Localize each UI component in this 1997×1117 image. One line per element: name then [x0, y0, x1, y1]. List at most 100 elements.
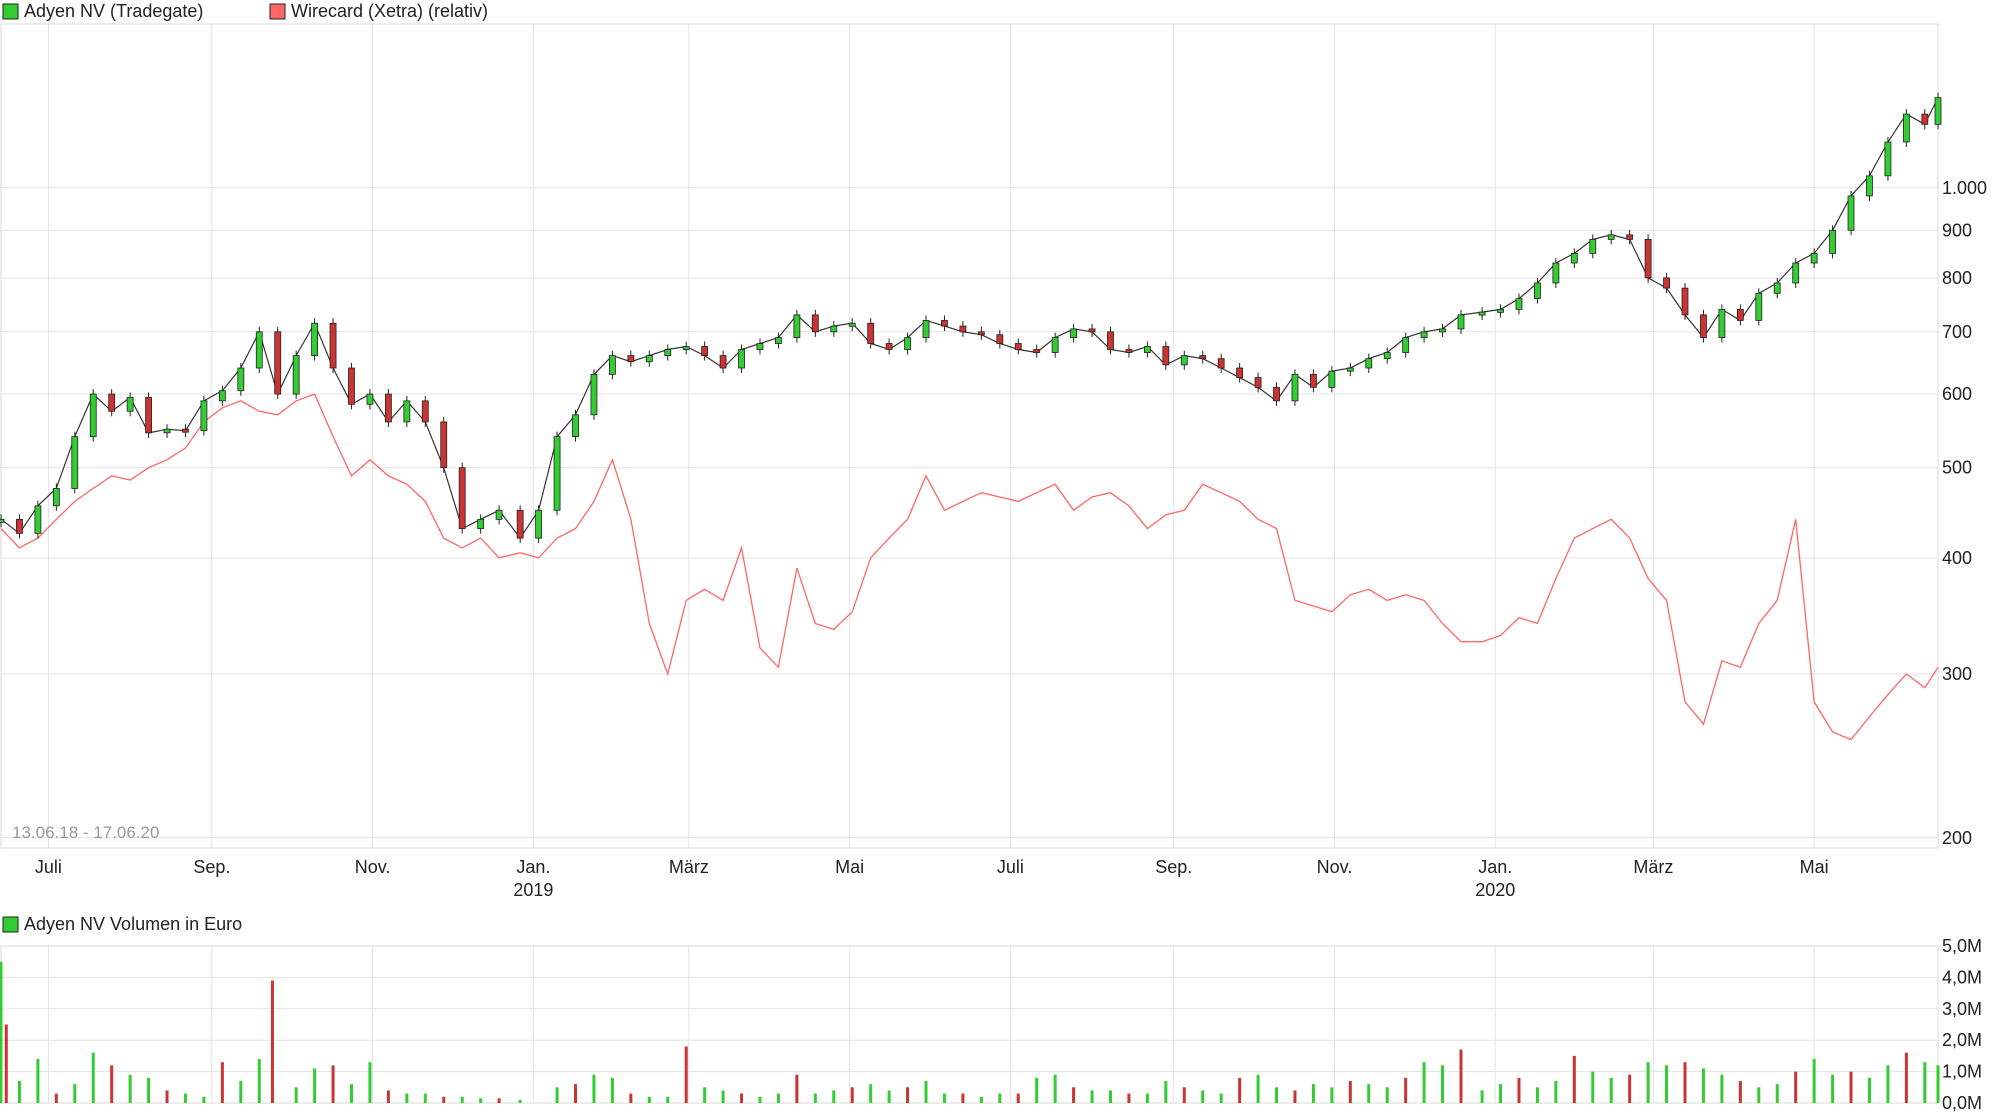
adyen-candle	[756, 343, 764, 350]
adyen-candle	[590, 373, 598, 416]
adyen-candle	[1162, 346, 1170, 366]
adyen-candle	[311, 322, 319, 356]
adyen-candle	[1143, 346, 1151, 353]
price-x-axis: Juli Sep. Nov. Jan. 2019 März Mai Juli Sep. Nov. J…	[35, 857, 1829, 900]
adyen-candle	[1254, 377, 1262, 388]
adyen-candle	[977, 331, 985, 336]
price-x-year-label: 2020	[1475, 880, 1515, 900]
volume-bar	[350, 1084, 354, 1103]
volume-bar	[906, 1087, 910, 1103]
volume-bar	[1238, 1077, 1242, 1103]
legend-wirecard[interactable]: Wirecard (Xetra) (relativ)	[269, 1, 488, 21]
volume-y-tick-label: 1,0M	[1942, 1062, 1982, 1082]
volume-bar	[405, 1093, 409, 1103]
volume-bar	[1683, 1062, 1687, 1103]
adyen-candle	[274, 331, 282, 395]
volume-bar	[1886, 1065, 1890, 1103]
adyen-candle	[1681, 287, 1689, 316]
adyen-candle	[1014, 343, 1022, 350]
volume-bar	[1480, 1090, 1484, 1103]
price-grid	[1, 24, 1938, 848]
volume-bar	[91, 1052, 95, 1103]
price-y-tick-label: 800	[1942, 268, 1972, 288]
adyen-candle	[237, 367, 245, 392]
adyen-candle	[1346, 367, 1354, 372]
adyen-candle	[145, 397, 152, 434]
price-x-tick-label: Sep.	[193, 857, 230, 877]
adyen-candle	[1718, 308, 1726, 339]
adyen-candle	[1810, 252, 1818, 264]
volume-bar	[239, 1081, 243, 1103]
volume-bar	[1127, 1093, 1131, 1103]
adyen-candle	[941, 320, 948, 327]
adyen-candle	[440, 421, 448, 469]
adyen-candle	[701, 346, 709, 356]
volume-bar	[1757, 1087, 1761, 1103]
adyen-candle	[218, 390, 226, 402]
volume-bar	[1572, 1055, 1576, 1103]
adyen-candle	[1589, 238, 1597, 254]
legend-label-adyen: Adyen NV (Tradegate)	[24, 1, 203, 21]
volume-bar	[887, 1090, 891, 1103]
price-x-tick-label: Jan.	[516, 857, 550, 877]
price-y-tick-label: 600	[1942, 384, 1972, 404]
adyen-candle	[200, 400, 208, 432]
volume-bar	[1628, 1074, 1632, 1103]
volume-y-tick-label: 5,0M	[1942, 936, 1982, 956]
volume-bar	[1609, 1077, 1613, 1103]
adyen-candle	[609, 355, 616, 375]
volume-bar	[1201, 1090, 1205, 1103]
adyen-candle	[1497, 308, 1504, 313]
adyen-candle	[182, 428, 189, 433]
legend-swatch-adyen	[2, 3, 19, 20]
volume-bar	[442, 1096, 446, 1103]
adyen-candle	[1051, 337, 1059, 353]
volume-bar	[1849, 1071, 1853, 1103]
volume-bar	[518, 1099, 522, 1103]
legend-swatch-wirecard	[269, 3, 286, 20]
volume-bar	[869, 1084, 873, 1103]
volume-y-axis: 0,0M 1,0M 2,0M 3,0M 4,0M 5,0M	[1942, 936, 1982, 1113]
volume-bar	[1936, 1065, 1940, 1103]
volume-bar	[1090, 1090, 1094, 1103]
volume-bar	[1867, 1077, 1871, 1103]
volume-bar	[423, 1093, 427, 1103]
volume-grid	[1, 945, 1938, 1104]
volume-bar	[1812, 1059, 1816, 1103]
volume-bar	[942, 1093, 946, 1103]
volume-bar	[1053, 1074, 1057, 1103]
adyen-candle	[1125, 349, 1133, 353]
adyen-candle	[0, 518, 5, 523]
legend-label-volume: Adyen NV Volumen in Euro	[24, 914, 242, 934]
adyen-candle	[682, 346, 690, 350]
volume-bar	[1720, 1074, 1724, 1103]
volume-bar	[1035, 1077, 1039, 1103]
adyen-candle	[1700, 314, 1707, 339]
adyen-candle	[1829, 229, 1836, 254]
volume-bar	[721, 1090, 725, 1103]
volume-bar	[1385, 1087, 1389, 1103]
volume-bar	[1072, 1087, 1076, 1103]
adyen-candle	[867, 322, 875, 344]
volume-bar	[1535, 1087, 1539, 1103]
legend-volume[interactable]: Adyen NV Volumen in Euro	[2, 914, 242, 934]
volume-bar	[1459, 1049, 1463, 1103]
price-x-tick-label: Mai	[835, 857, 864, 877]
adyen-candle	[1291, 373, 1299, 402]
price-x-tick-label: Juli	[997, 857, 1024, 877]
adyen-candle	[1755, 292, 1763, 321]
volume-y-tick-label: 3,0M	[1942, 999, 1982, 1019]
volume-bar	[813, 1093, 817, 1103]
adyen-candle	[535, 509, 543, 539]
legend-adyen[interactable]: Adyen NV (Tradegate)	[2, 1, 203, 21]
volume-y-tick-label: 4,0M	[1942, 967, 1982, 987]
volume-bar	[979, 1096, 983, 1103]
adyen-candle	[1070, 328, 1077, 339]
volume-bar	[666, 1096, 670, 1103]
volume-bar	[610, 1077, 614, 1103]
adyen-candle	[126, 397, 134, 412]
adyen-candle	[1663, 277, 1670, 289]
adyen-candle	[775, 337, 782, 344]
adyen-candle	[1736, 308, 1744, 321]
adyen-candle	[163, 428, 171, 434]
